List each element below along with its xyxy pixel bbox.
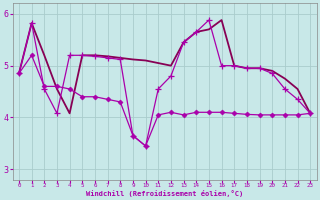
X-axis label: Windchill (Refroidissement éolien,°C): Windchill (Refroidissement éolien,°C) bbox=[86, 190, 243, 197]
